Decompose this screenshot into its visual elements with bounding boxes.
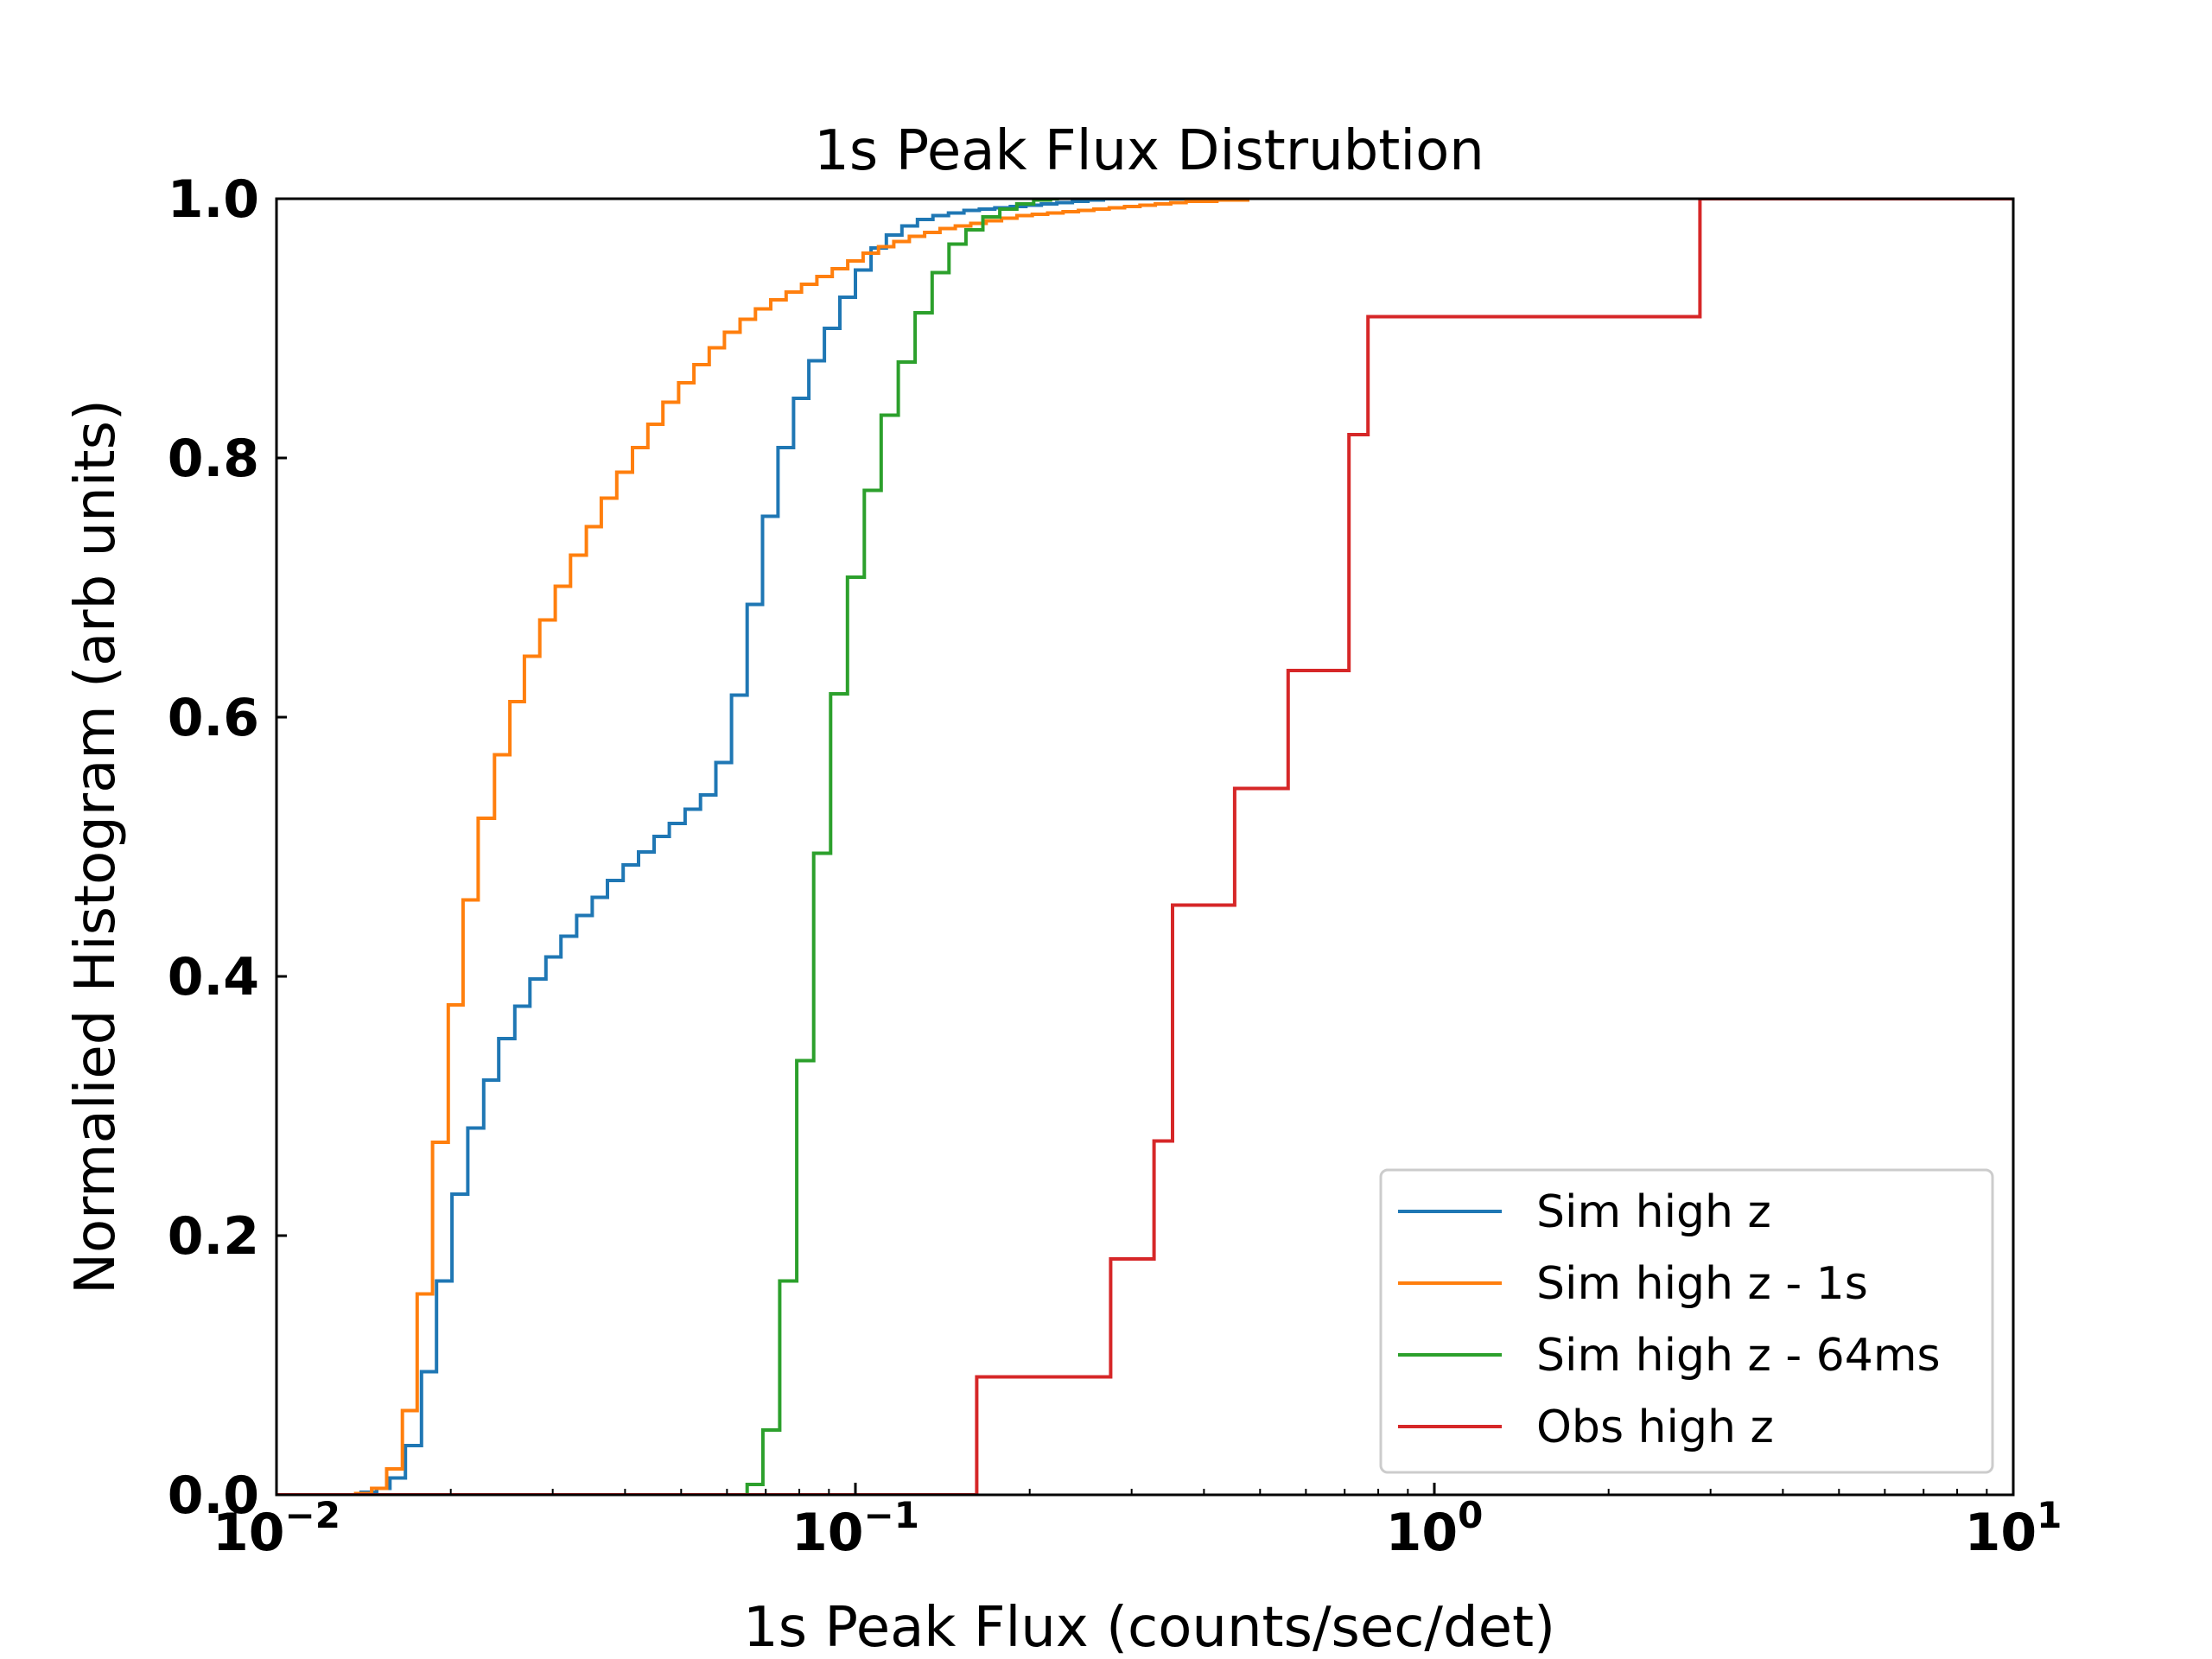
series-line-2	[276, 199, 1249, 1495]
legend-label-3: Sim high z - 64ms	[1536, 1330, 1941, 1382]
x-tick-label-3: 101	[1965, 1494, 2063, 1563]
y-axis-label: Normalied Histogram (arb units)	[64, 399, 128, 1294]
y-tick-label-5: 1.0	[168, 169, 259, 230]
legend-label-2: Sim high z - 1s	[1536, 1258, 1868, 1310]
x-axis-label: 1s Peak Flux (counts/sec/det)	[743, 1596, 1555, 1659]
series-line-3	[276, 199, 1059, 1495]
y-tick-label-4: 0.8	[168, 429, 259, 489]
legend-items: Sim high z Sim high z - 1s Sim high z - 64…	[1398, 1186, 1941, 1453]
y-tick-label-2: 0.4	[168, 947, 259, 1007]
x-tick-label-0: 10−2	[213, 1494, 340, 1563]
legend: Sim high z Sim high z - 1s Sim high z - 64…	[1379, 1168, 1994, 1474]
x-tick-label-1: 10−1	[791, 1494, 919, 1563]
series-layer	[276, 199, 2013, 1495]
legend-frame	[1379, 1168, 1994, 1474]
ticks-layer: 0.0 0.2 0.4 0.6 0.8 1.0 10−2 10−1 100 101	[168, 169, 2063, 1563]
x-tick-label-2: 100	[1386, 1494, 1484, 1563]
y-tick-label-0: 0.0	[168, 1465, 259, 1526]
legend-label-4: Obs high z	[1536, 1402, 1774, 1453]
y-tick-label-3: 0.6	[168, 688, 259, 748]
y-tick-label-1: 0.2	[168, 1206, 259, 1267]
chart-title: 1s Peak Flux Distrubtion	[814, 119, 1484, 183]
legend-label-1: Sim high z	[1536, 1186, 1771, 1238]
plot-frame	[275, 197, 2015, 1497]
series-line-4	[276, 199, 2013, 1495]
